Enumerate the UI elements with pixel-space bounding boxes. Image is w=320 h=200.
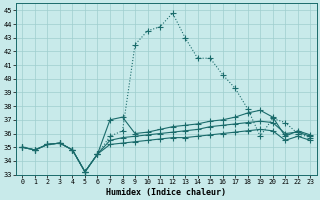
X-axis label: Humidex (Indice chaleur): Humidex (Indice chaleur) — [106, 188, 226, 197]
